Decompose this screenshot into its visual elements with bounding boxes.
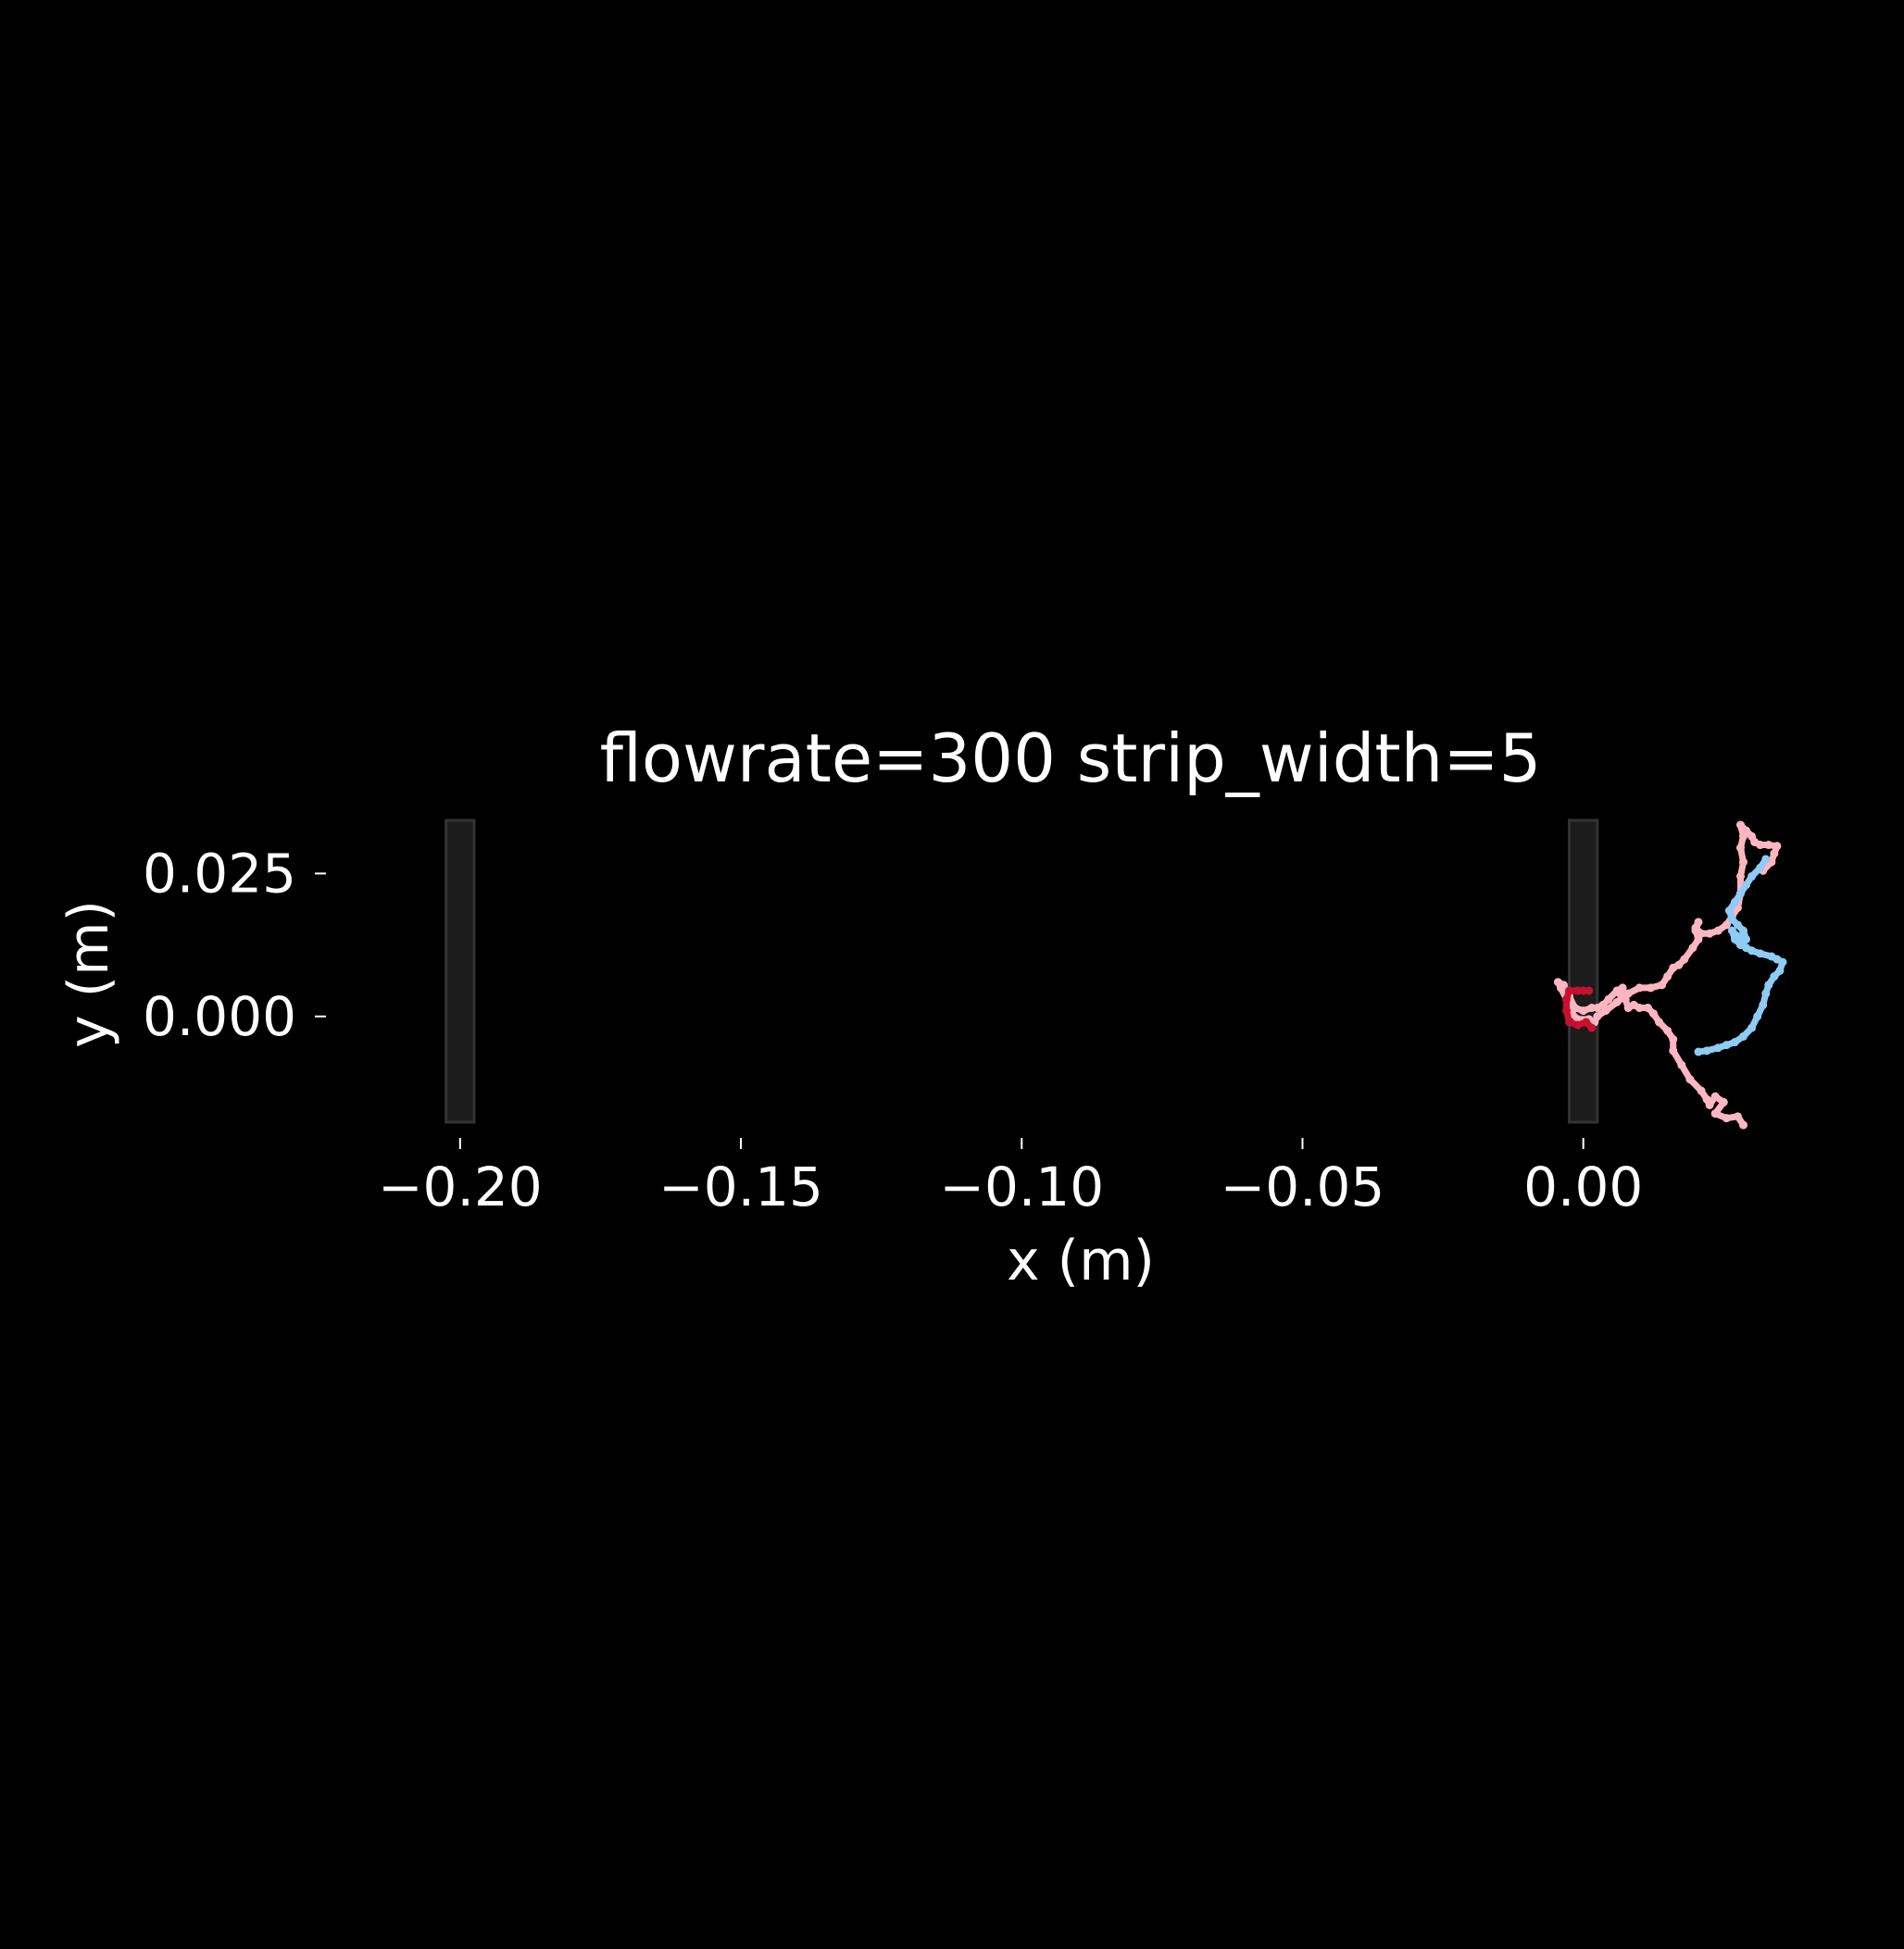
series-layer bbox=[1553, 820, 1787, 1130]
strip-1 bbox=[1568, 818, 1599, 1124]
x-tick-label: −0.10 bbox=[939, 1156, 1104, 1218]
series-1 bbox=[1694, 855, 1787, 1056]
chart-title: flowrate=300 strip_width=5 bbox=[600, 719, 1542, 797]
series-2 bbox=[1561, 986, 1597, 1032]
y-tick-label: 0.025 bbox=[143, 842, 296, 905]
series-0-segment bbox=[1760, 858, 1775, 874]
series-2-segment bbox=[1583, 1018, 1596, 1031]
y-axis-label: y (m) bbox=[56, 900, 121, 1048]
series-1-segment bbox=[1695, 1047, 1710, 1056]
x-tick-label: −0.05 bbox=[1221, 1156, 1385, 1218]
strip-0 bbox=[445, 818, 476, 1124]
x-axis-label: x (m) bbox=[1007, 1229, 1155, 1293]
x-tick-label: −0.15 bbox=[658, 1156, 823, 1218]
strips-layer bbox=[445, 818, 1599, 1124]
axes-layer: −0.20 −0.15 −0.10 −0.05 0.00 0.000 0.025 bbox=[143, 842, 1643, 1218]
x-tick-label: −0.20 bbox=[378, 1156, 543, 1218]
x-tick-label: 0.00 bbox=[1523, 1156, 1643, 1218]
y-tick-label: 0.000 bbox=[143, 985, 296, 1048]
